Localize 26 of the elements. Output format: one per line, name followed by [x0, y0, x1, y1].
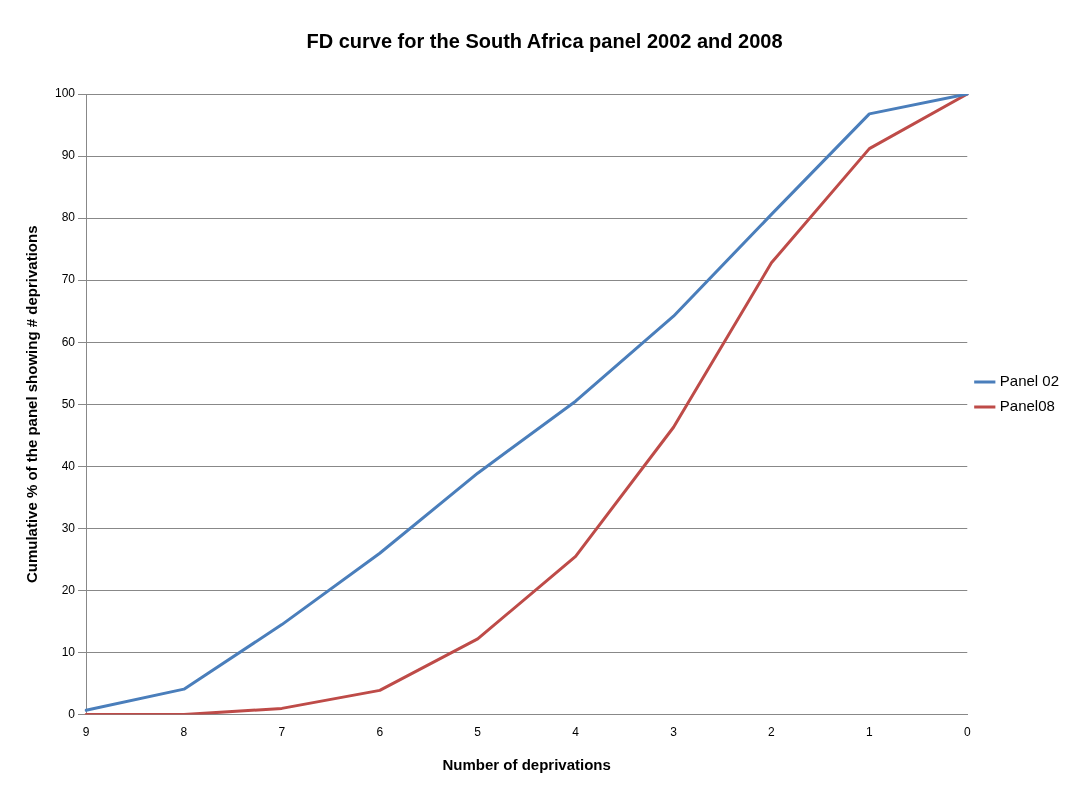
x-tick-label: 9 — [82, 725, 90, 740]
x-tick-label: 1 — [866, 725, 874, 740]
x-tick-label: 7 — [278, 725, 286, 740]
y-tick-label: 50 — [61, 396, 76, 411]
x-tick-label: 6 — [376, 725, 384, 740]
y-tick-label: 90 — [61, 148, 76, 163]
y-tick-label: 40 — [61, 458, 76, 473]
x-tick-label: 3 — [670, 725, 678, 740]
y-tick-label: 80 — [61, 210, 76, 225]
x-axis-title: Number of deprivations — [442, 756, 611, 774]
y-tick-label: 0 — [68, 706, 76, 721]
legend-label: Panel08 — [999, 397, 1055, 415]
x-tick-label: 8 — [180, 725, 188, 740]
legend-label: Panel 02 — [999, 372, 1059, 390]
y-tick-label: 70 — [61, 272, 76, 287]
x-tick-label: 5 — [474, 725, 482, 740]
chart-title: FD curve for the South Africa panel 2002 and 2008 — [306, 29, 783, 52]
y-tick-label: 20 — [61, 582, 76, 597]
x-tick-label: 4 — [572, 725, 580, 740]
y-tick-label: 30 — [61, 520, 76, 535]
y-tick-label: 10 — [61, 644, 76, 659]
x-tick-label: 0 — [963, 725, 971, 740]
y-tick-label: 60 — [61, 334, 76, 349]
y-tick-label: 100 — [54, 86, 76, 101]
y-axis-title: Cumulative % of the panel showing # deprivations — [23, 225, 41, 584]
x-tick-label: 2 — [768, 725, 776, 740]
